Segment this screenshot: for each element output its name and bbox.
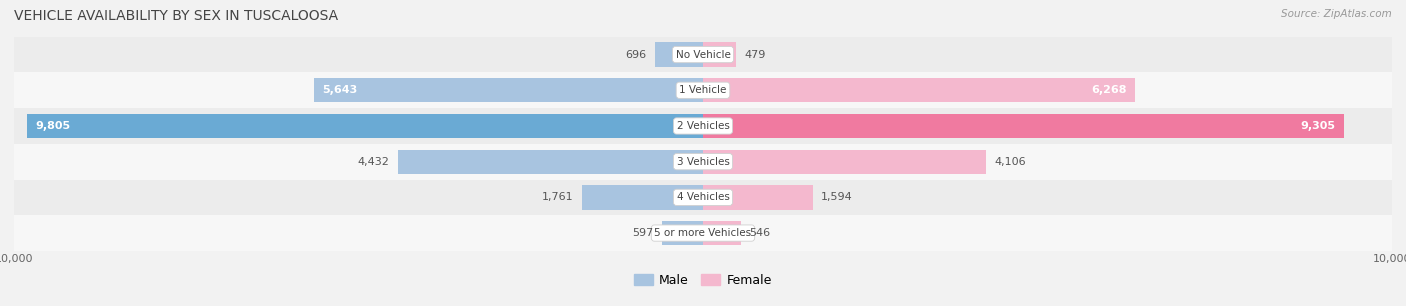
Bar bbox=[703, 150, 986, 174]
Text: 1 Vehicle: 1 Vehicle bbox=[679, 85, 727, 95]
Bar bbox=[655, 43, 703, 67]
Text: 1,594: 1,594 bbox=[821, 192, 853, 202]
Legend: Male, Female: Male, Female bbox=[630, 269, 776, 292]
Bar bbox=[703, 78, 1135, 103]
Bar bbox=[14, 37, 1392, 73]
Bar bbox=[703, 185, 813, 210]
Text: 597: 597 bbox=[633, 228, 654, 238]
Bar bbox=[703, 43, 735, 67]
Text: 3 Vehicles: 3 Vehicles bbox=[676, 157, 730, 167]
Bar bbox=[14, 180, 1392, 215]
Text: VEHICLE AVAILABILITY BY SEX IN TUSCALOOSA: VEHICLE AVAILABILITY BY SEX IN TUSCALOOS… bbox=[14, 9, 339, 23]
Bar bbox=[398, 150, 703, 174]
Bar bbox=[14, 144, 1392, 180]
Bar bbox=[662, 221, 703, 245]
Text: 2 Vehicles: 2 Vehicles bbox=[676, 121, 730, 131]
Text: 546: 546 bbox=[749, 228, 770, 238]
Text: 479: 479 bbox=[744, 50, 766, 60]
Bar bbox=[14, 73, 1392, 108]
Text: 9,805: 9,805 bbox=[35, 121, 70, 131]
Text: 4,106: 4,106 bbox=[994, 157, 1026, 167]
Text: No Vehicle: No Vehicle bbox=[675, 50, 731, 60]
Text: 5 or more Vehicles: 5 or more Vehicles bbox=[654, 228, 752, 238]
Text: 5,643: 5,643 bbox=[322, 85, 357, 95]
Bar bbox=[28, 114, 703, 138]
Text: 696: 696 bbox=[626, 50, 647, 60]
Bar bbox=[314, 78, 703, 103]
Bar bbox=[14, 108, 1392, 144]
Bar bbox=[703, 221, 741, 245]
Bar bbox=[703, 114, 1344, 138]
Text: 4 Vehicles: 4 Vehicles bbox=[676, 192, 730, 202]
Text: 1,761: 1,761 bbox=[541, 192, 574, 202]
Bar bbox=[14, 215, 1392, 251]
Text: 9,305: 9,305 bbox=[1301, 121, 1336, 131]
Bar bbox=[582, 185, 703, 210]
Text: Source: ZipAtlas.com: Source: ZipAtlas.com bbox=[1281, 9, 1392, 19]
Text: 4,432: 4,432 bbox=[357, 157, 389, 167]
Text: 6,268: 6,268 bbox=[1091, 85, 1126, 95]
